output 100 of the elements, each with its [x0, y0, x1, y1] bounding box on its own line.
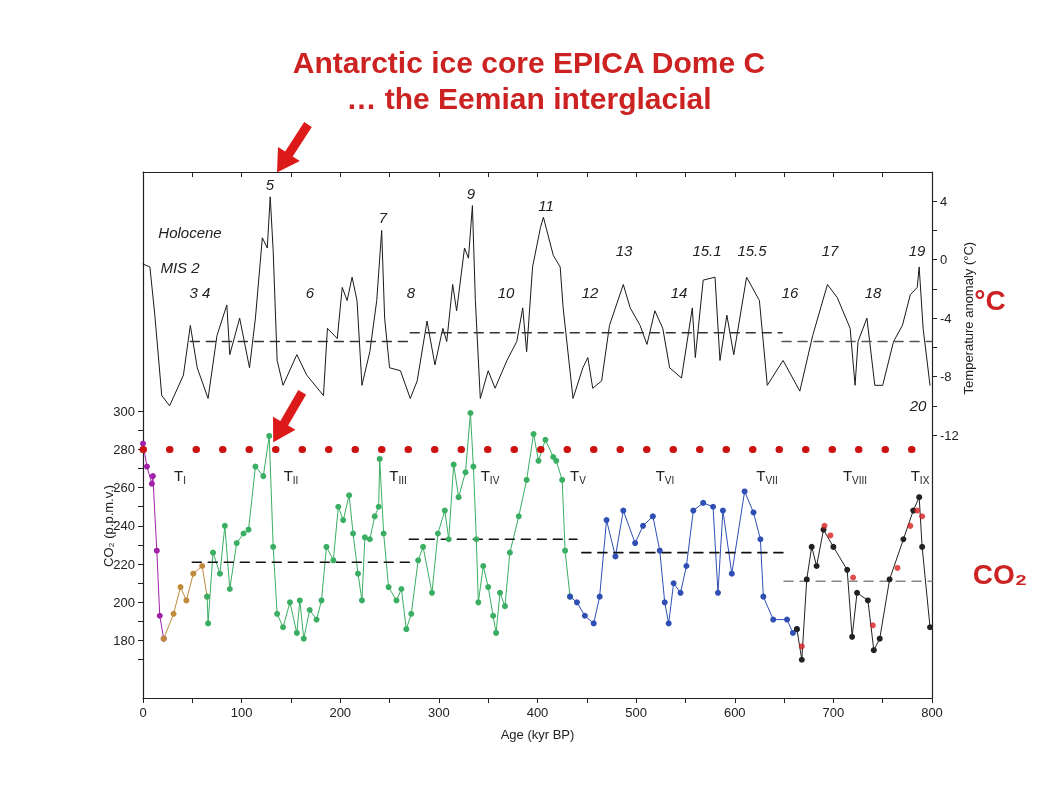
x-tick-label: 800: [921, 705, 943, 720]
point: [581, 612, 588, 619]
x-axis-title: Age (kyr BP): [500, 727, 575, 742]
point: [803, 576, 810, 583]
point: [143, 463, 150, 470]
point: [153, 547, 160, 554]
x-tick-label: 500: [625, 705, 647, 720]
y2-tick-label: 4: [940, 193, 948, 209]
point: [849, 633, 856, 640]
annotation: 16: [781, 283, 799, 301]
point: [821, 522, 828, 529]
annotation: 11: [538, 196, 554, 214]
point: [700, 499, 707, 506]
y-tick-label: 300: [113, 403, 135, 419]
point: [854, 589, 861, 596]
point: [784, 616, 791, 623]
y2-tick-label: -12: [940, 427, 959, 443]
point: [714, 589, 721, 596]
x-tick-label: 100: [230, 705, 253, 720]
annotation: MIS 2: [160, 258, 201, 276]
annotation: 9: [466, 184, 476, 202]
annotation: 13: [615, 241, 633, 259]
point: [665, 620, 672, 627]
point: [907, 522, 914, 529]
point: [798, 643, 805, 650]
point: [827, 532, 834, 539]
y-tick-label: 280: [113, 441, 135, 457]
text: °C: [974, 284, 1006, 316]
y-tick-label: 220: [113, 556, 135, 572]
point: [844, 566, 851, 573]
point: [661, 599, 668, 606]
y2-tick-label: -4: [940, 310, 952, 326]
y2-tick-label: 0: [940, 252, 948, 268]
annotation: 18: [864, 283, 882, 301]
y2-tick-label: -8: [940, 369, 952, 385]
x-tick-label: 0: [139, 705, 147, 720]
x-tick-label: 300: [428, 705, 450, 720]
point: [900, 536, 907, 543]
point: [677, 589, 684, 596]
point: [870, 647, 877, 654]
annotation: 3 4: [189, 283, 211, 301]
point: [760, 593, 767, 600]
y-tick-label: 260: [113, 480, 135, 496]
point: [156, 612, 163, 619]
point: [149, 473, 156, 480]
x-tick-label: 400: [526, 705, 549, 720]
point: [170, 610, 177, 617]
point: [719, 507, 726, 514]
point: [808, 543, 815, 550]
point: [670, 580, 677, 587]
point: [869, 622, 876, 629]
point: [140, 440, 146, 447]
annotation: 17: [821, 241, 839, 259]
point: [798, 656, 805, 663]
point: [850, 574, 857, 581]
annotation: 20: [908, 396, 927, 414]
chart-subtitle: … the Eemian interglacial: [346, 81, 712, 115]
x-tick-label: 700: [822, 705, 845, 720]
point: [886, 576, 893, 583]
point: [876, 635, 883, 642]
point: [741, 488, 748, 495]
point: [710, 503, 717, 510]
point: [199, 563, 206, 570]
point: [919, 513, 926, 520]
annotation: Holocene: [158, 223, 222, 241]
point: [603, 517, 610, 524]
chart-title: Antarctic ice core EPICA Dome C: [292, 45, 766, 79]
x-tick-label: 600: [723, 705, 746, 720]
annotation: 8: [406, 283, 416, 301]
point: [789, 629, 796, 636]
annotation: 6: [305, 283, 315, 301]
x-tick-label: 200: [329, 705, 352, 720]
point: [750, 509, 757, 516]
annotation: 19: [908, 241, 926, 259]
point: [919, 543, 926, 550]
point: [683, 563, 690, 570]
point: [573, 599, 580, 606]
point: [190, 570, 197, 577]
point: [632, 540, 639, 547]
point: [770, 616, 777, 623]
point: [177, 584, 184, 591]
point: [728, 570, 735, 577]
point: [757, 536, 764, 543]
annotation: 14: [670, 283, 688, 301]
annotation: 10: [497, 283, 515, 301]
annotation: 15.5: [737, 241, 768, 259]
point: [148, 480, 155, 487]
y-tick-label: 200: [113, 594, 135, 610]
text: CO₂: [972, 558, 1028, 590]
point: [864, 597, 871, 604]
point: [612, 553, 619, 560]
point: [649, 513, 656, 520]
point: [894, 564, 901, 571]
annotation: 15.1: [692, 241, 722, 259]
point: [596, 593, 603, 600]
annotation: 5: [265, 175, 275, 193]
y2-axis-title: Temperature anomaly (°C): [960, 241, 976, 395]
point: [914, 507, 921, 514]
point: [590, 620, 597, 627]
point: [830, 543, 837, 550]
